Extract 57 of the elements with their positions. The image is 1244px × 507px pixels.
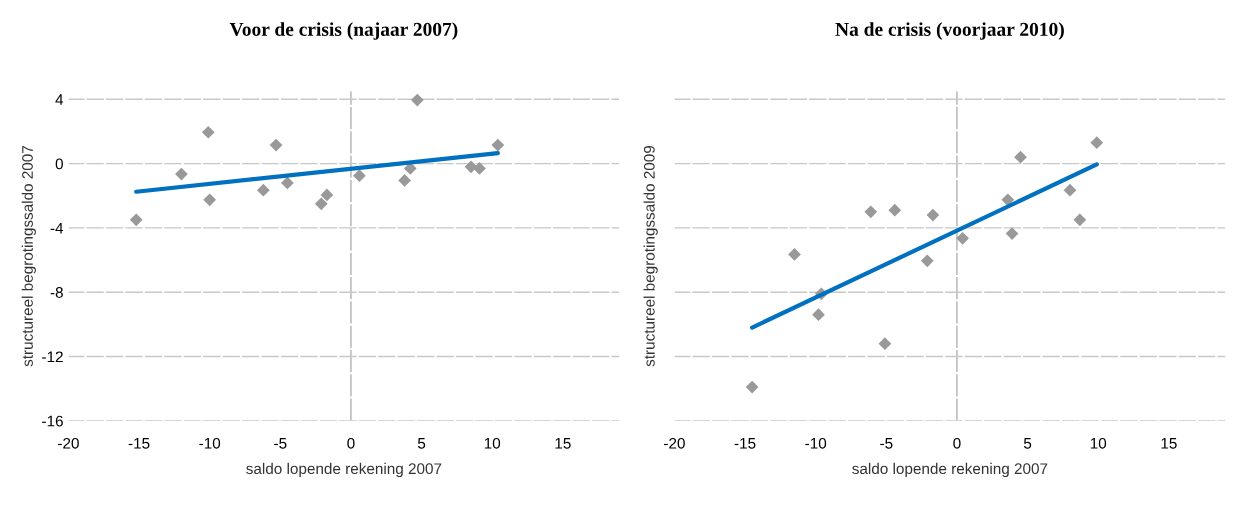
- x-tick-label: 0: [347, 437, 355, 449]
- point: [464, 160, 478, 174]
- x-tick-label: 10: [484, 437, 501, 449]
- x-tick-label: -5: [880, 438, 893, 449]
- point: [256, 183, 270, 197]
- y-tick-label: -4: [50, 222, 64, 234]
- x-tick-label: -15: [734, 438, 756, 449]
- y-axis-title: structureel begrotingssaldo 2009: [643, 145, 658, 367]
- point: [926, 208, 940, 222]
- point: [1001, 193, 1015, 207]
- x-axis-title: saldo lopende rekening 2007: [852, 462, 1048, 478]
- point: [920, 254, 934, 268]
- point: [1014, 150, 1027, 164]
- point: [888, 203, 902, 217]
- x-tick-label: -10: [805, 437, 827, 449]
- point: [812, 308, 825, 322]
- chart-title: Voor de crisis (najaar 2007): [229, 22, 458, 40]
- x-tick-label: 15: [1161, 438, 1177, 449]
- point: [956, 231, 969, 245]
- x-axis-title: saldo lopende rekening 2007: [246, 462, 442, 478]
- y-tick-label: -12: [42, 351, 63, 363]
- x-tick-label: 15: [555, 438, 571, 449]
- x-tick-label: 5: [417, 438, 426, 449]
- point: [281, 176, 294, 190]
- x-tick-label: -15: [128, 438, 150, 449]
- point: [491, 138, 505, 152]
- point: [410, 93, 424, 107]
- x-tick-label: -20: [664, 437, 685, 449]
- point: [403, 162, 417, 175]
- point: [203, 193, 217, 207]
- x-tick-label: -20: [58, 437, 79, 449]
- point: [745, 380, 759, 394]
- point: [314, 197, 328, 211]
- point: [320, 188, 334, 202]
- point: [129, 213, 143, 227]
- point: [1073, 213, 1087, 227]
- x-tick-label: 0: [953, 437, 961, 449]
- x-tick-label: -5: [274, 438, 287, 449]
- point: [353, 169, 366, 183]
- point: [201, 125, 215, 139]
- y-tick-label: 0: [55, 158, 63, 170]
- y-axis-title: structureel begrotingssaldo 2007: [21, 145, 36, 367]
- point: [473, 162, 486, 175]
- point: [398, 174, 411, 187]
- point: [788, 248, 801, 261]
- x-tick-label: 5: [1023, 438, 1032, 449]
- x-tick-label: -10: [199, 437, 221, 449]
- x-tick-label: 10: [1090, 437, 1107, 449]
- point: [864, 205, 878, 219]
- point: [1090, 136, 1104, 150]
- point: [1063, 183, 1077, 197]
- chart-title: Na de crisis (voorjaar 2010): [835, 22, 1064, 40]
- point: [878, 337, 892, 351]
- y-tick-label: -16: [42, 415, 63, 427]
- y-tick-label: -8: [50, 287, 63, 298]
- point: [269, 138, 283, 152]
- y-tick-label: 4: [55, 94, 64, 105]
